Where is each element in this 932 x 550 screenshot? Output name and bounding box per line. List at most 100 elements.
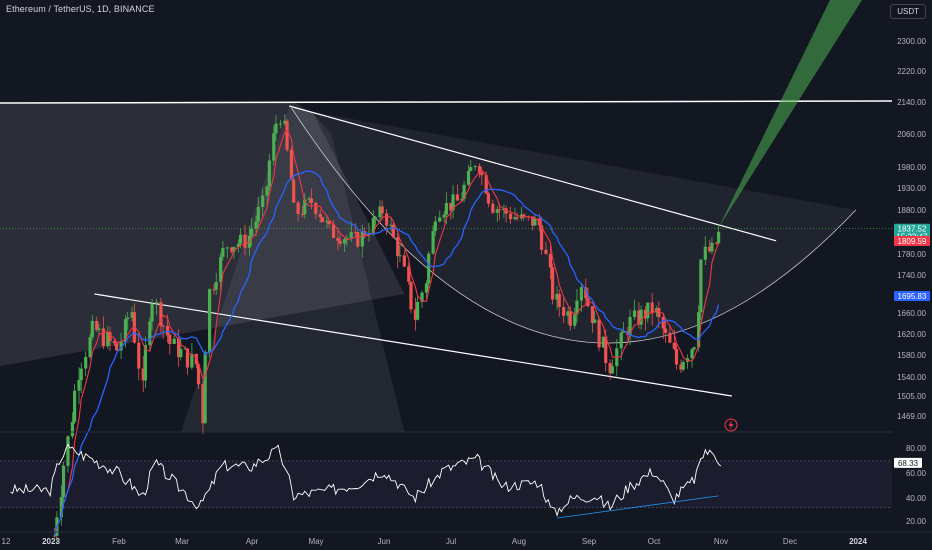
- candle: [413, 297, 418, 331]
- candle-body: [455, 194, 460, 201]
- candle-body: [389, 224, 393, 226]
- candle-body: [318, 213, 322, 218]
- candle-body: [469, 167, 473, 172]
- candle: [59, 484, 63, 526]
- channel-lower-line: [94, 293, 732, 397]
- candle: [300, 205, 305, 218]
- price-tick-label: 1780.00: [897, 250, 926, 259]
- price-tick-label: 1505.00: [897, 392, 926, 401]
- candle-body: [438, 217, 442, 222]
- candle-body: [473, 166, 477, 168]
- candle-body: [495, 209, 499, 213]
- price-tick-label: 1469.00: [897, 412, 926, 421]
- candle: [296, 200, 300, 222]
- candle-body: [230, 247, 234, 252]
- candle-body: [221, 247, 225, 257]
- candle-body: [219, 256, 223, 282]
- candle: [566, 307, 570, 325]
- candle-body: [639, 309, 643, 325]
- candle-body: [557, 293, 561, 308]
- candle-body: [562, 307, 566, 316]
- candle: [318, 209, 322, 223]
- candle-body: [336, 237, 340, 241]
- candle-body: [190, 354, 194, 368]
- candle: [391, 220, 395, 239]
- rsi-tick-label: 80.00: [906, 444, 927, 453]
- candle-body: [300, 214, 305, 216]
- rsi-tick-label: 40.00: [906, 494, 927, 503]
- candle-body: [568, 311, 572, 326]
- rsi-line: [10, 443, 722, 517]
- candle: [686, 354, 690, 369]
- candle: [466, 164, 471, 187]
- time-tick-label: Feb: [112, 537, 126, 546]
- candle: [584, 278, 588, 306]
- price-tick-label: 2060.00: [897, 130, 926, 139]
- ma-slow-line: [54, 170, 720, 536]
- candle: [219, 252, 223, 294]
- candle-body: [619, 332, 623, 349]
- candle: [515, 212, 519, 221]
- candle-body: [604, 336, 608, 364]
- candle: [714, 242, 718, 245]
- candle-body: [112, 341, 117, 344]
- candle: [449, 202, 453, 220]
- candle: [230, 246, 234, 254]
- candle-body: [66, 436, 70, 466]
- candle: [610, 359, 614, 374]
- rsi-flag-bg: [894, 457, 922, 468]
- candle: [79, 362, 83, 394]
- candle: [679, 359, 683, 374]
- candle-body: [531, 216, 535, 226]
- price-tick-label: 1930.00: [897, 184, 926, 193]
- candle: [661, 313, 665, 340]
- candle-body: [137, 342, 141, 369]
- candle: [331, 219, 336, 239]
- candle: [108, 326, 112, 352]
- candle-body: [380, 206, 384, 214]
- candle: [674, 343, 679, 370]
- candle: [389, 218, 393, 232]
- candle: [531, 216, 535, 231]
- candle: [710, 236, 714, 255]
- candle-body: [431, 230, 435, 254]
- price-flag: 1695.83: [894, 290, 930, 301]
- candle-body: [637, 310, 641, 325]
- price-flag: 1809.59: [894, 235, 930, 246]
- candle: [378, 199, 382, 221]
- candle-body: [106, 332, 110, 346]
- candle: [416, 295, 420, 321]
- candle-body: [575, 300, 579, 315]
- lightning-icon[interactable]: [724, 418, 738, 432]
- time-tick-label: Dec: [783, 537, 797, 546]
- candle: [292, 174, 296, 203]
- rsi-tick-label: 20.00: [906, 517, 927, 526]
- candle-body: [265, 186, 269, 196]
- candle: [703, 236, 707, 266]
- candle: [73, 384, 77, 425]
- candle: [320, 216, 325, 223]
- rsi-divergence-line: [556, 495, 719, 519]
- candle-body: [672, 342, 676, 349]
- candle: [548, 245, 552, 280]
- price-flag-label: 1809.59: [898, 237, 927, 246]
- candle: [88, 333, 92, 360]
- candle-body: [53, 535, 57, 537]
- time-tick-label: Oct: [648, 537, 661, 546]
- candle: [314, 201, 318, 220]
- candle: [303, 193, 307, 219]
- candle-body: [690, 349, 694, 359]
- candle-body: [172, 338, 176, 344]
- candle: [455, 184, 460, 201]
- price-axis-bg: [892, 0, 932, 532]
- candle-body: [289, 149, 294, 180]
- candle-body: [460, 199, 464, 201]
- candle-body: [243, 234, 247, 248]
- candle: [380, 200, 384, 220]
- candle-body: [274, 123, 278, 134]
- candle-body: [522, 214, 526, 217]
- currency-selector[interactable]: USDT: [890, 4, 926, 19]
- candle: [130, 306, 134, 322]
- candle: [668, 325, 672, 344]
